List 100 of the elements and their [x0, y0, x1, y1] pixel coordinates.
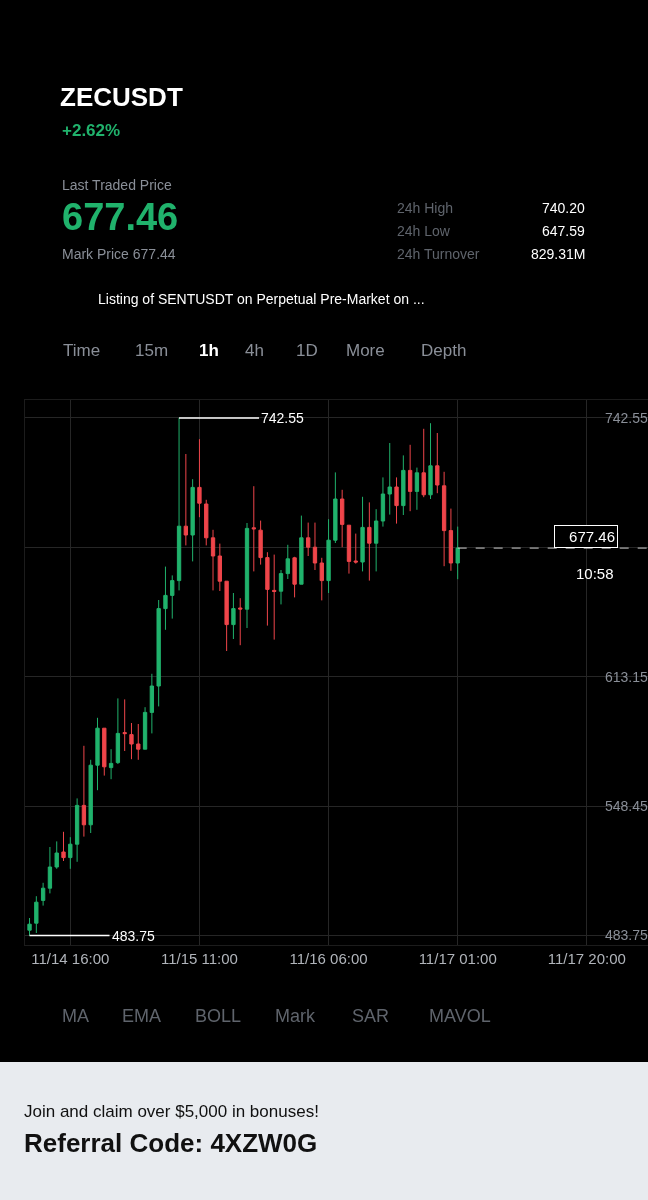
candlestick: [163, 566, 168, 631]
candlestick: [88, 759, 93, 834]
text: Referral Code: 4XZW0G: [24, 1128, 318, 1158]
candlestick: [326, 518, 331, 594]
candlestick: [421, 428, 426, 498]
candlestick: [455, 526, 460, 580]
text: 4h: [245, 341, 264, 360]
candlestick: [258, 520, 263, 566]
text: 740.20: [542, 200, 586, 216]
candlestick: [448, 508, 454, 572]
candlestick: [394, 476, 399, 525]
annotation: 483.75: [112, 928, 156, 944]
text: Mark: [275, 1006, 316, 1026]
text: 24h Low: [397, 223, 451, 239]
candlestick: [407, 444, 413, 512]
candlestick: [238, 597, 243, 646]
y-tick-label: 548.45: [604, 798, 648, 814]
x-tick-label: 11/17 01:00: [418, 950, 497, 967]
candlestick: [190, 478, 195, 562]
text: 24h High: [397, 200, 454, 216]
candlestick: [306, 522, 311, 557]
candlestick: [401, 454, 406, 516]
text: Last Traded Price: [62, 177, 172, 193]
candlestick: [224, 580, 229, 652]
text: Mark Price 677.44: [62, 246, 176, 262]
text: More: [346, 341, 385, 360]
text: 24h Turnover: [397, 246, 480, 262]
candlestick: [129, 722, 134, 760]
candlestick: [251, 485, 256, 572]
x-tick-label: 11/14 16:00: [31, 950, 110, 967]
candlestick: [244, 522, 250, 629]
y-tick-label: 613.15: [604, 668, 648, 685]
x-tick-label: 11/16 06:00: [289, 950, 368, 967]
x-tick-label: 11/15 11:00: [160, 950, 238, 967]
y-tick-label: 742.55: [604, 409, 648, 426]
x-tick-label: 11/17 20:00: [547, 950, 626, 967]
ref-line-label: 677.46: [569, 528, 615, 545]
text: 1h: [199, 341, 219, 360]
annotation: 10:58: [576, 565, 614, 582]
candlestick: [136, 723, 141, 761]
candlestick: [319, 557, 324, 601]
candlestick: [156, 599, 161, 707]
text: EMA: [122, 1006, 162, 1026]
candlestick: [183, 453, 189, 546]
candlestick: [176, 417, 182, 591]
candlestick: [47, 846, 53, 894]
text: MA: [62, 1006, 89, 1026]
candlestick: [387, 442, 392, 516]
y-tick-label: 483.75: [604, 927, 648, 944]
candlestick: [435, 432, 440, 494]
candlestick: [40, 882, 46, 907]
text: Time: [63, 341, 101, 360]
candlestick: [54, 840, 59, 870]
candlestick: [285, 544, 290, 580]
text: Depth: [421, 341, 467, 360]
text: 15m: [135, 341, 169, 360]
candlestick: [217, 543, 222, 592]
candlestick: [68, 836, 73, 870]
text: Listing of SENTUSDT on Perpetual Pre-Market on ...: [98, 291, 425, 307]
candlestick: [353, 533, 358, 565]
candlestick: [142, 706, 148, 750]
text: +2.62%: [62, 121, 121, 140]
text: 829.31M: [531, 246, 586, 262]
text: Join and claim over $5,000 in bonuses!: [24, 1102, 319, 1121]
candlestick: [61, 831, 66, 862]
text: 1D: [296, 341, 318, 360]
text: MAVOL: [429, 1006, 491, 1026]
candlestick: [149, 673, 155, 734]
text: SAR: [352, 1006, 390, 1026]
candlestick: [278, 569, 284, 605]
candlestick: [231, 592, 236, 640]
candlestick: [95, 717, 100, 791]
candlestick: [102, 727, 107, 777]
candlestick: [367, 501, 372, 582]
candlestick: [340, 489, 345, 548]
text: BOLL: [195, 1006, 242, 1026]
candlestick: [115, 697, 121, 765]
candlestick: [122, 698, 127, 752]
candlestick: [170, 574, 175, 620]
candlestick: [27, 917, 32, 936]
chart-title: ZECUSDT: [60, 82, 183, 113]
annotation: 742.55: [261, 410, 305, 426]
candlestick: [74, 797, 80, 863]
candlestick: [81, 745, 87, 838]
candlestick: [380, 476, 386, 528]
candlestick: [414, 467, 420, 511]
candlestick: [428, 422, 433, 500]
candlestick: [373, 508, 379, 572]
candlestick: [272, 554, 277, 641]
candlestick: [265, 551, 270, 627]
candlestick: [312, 522, 318, 571]
candlestick: [204, 499, 209, 546]
candlestick: [197, 438, 202, 518]
candlestick: [333, 471, 338, 544]
candlestick: [210, 529, 216, 591]
text: 677.46: [62, 196, 179, 238]
candlestick: [346, 524, 352, 575]
candlestick: [360, 496, 365, 572]
text: 647.59: [542, 223, 586, 239]
candlestick: [108, 748, 114, 780]
